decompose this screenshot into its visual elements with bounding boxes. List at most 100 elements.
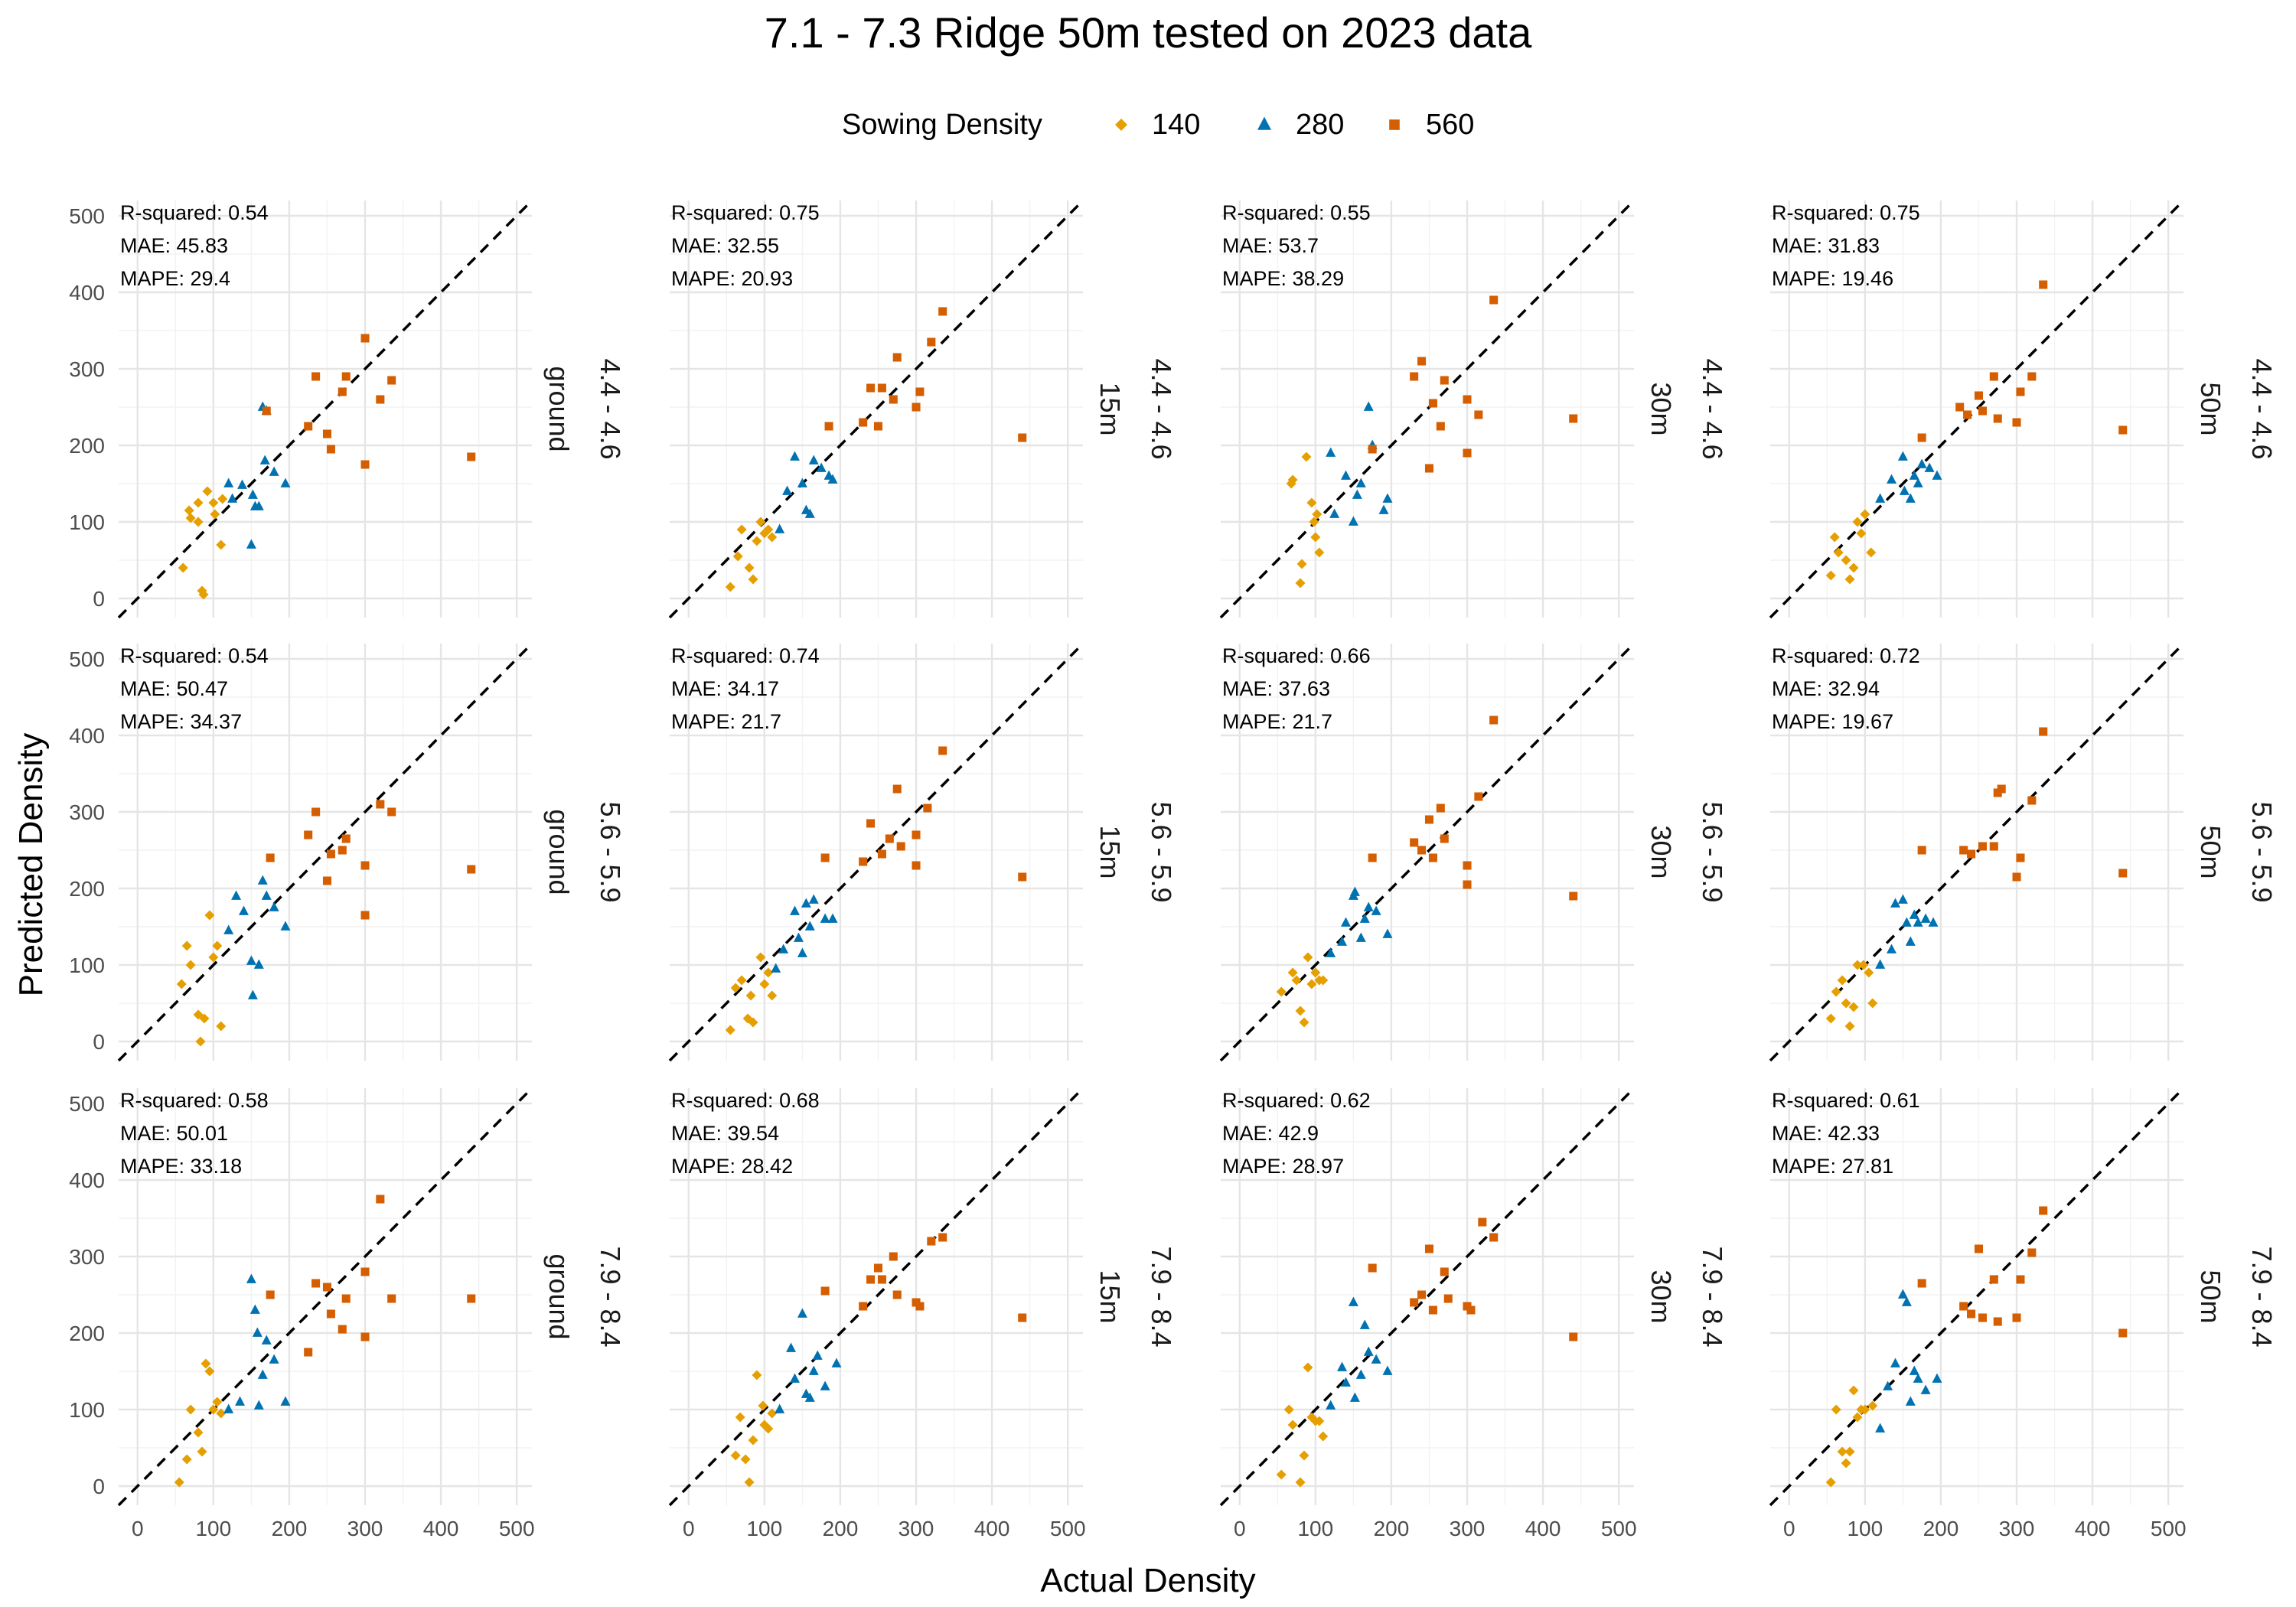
point-140 <box>745 990 756 1001</box>
x-tick-label: 0 <box>1234 1517 1246 1540</box>
point-560 <box>2039 1206 2048 1215</box>
x-tick-label: 400 <box>423 1517 459 1540</box>
x-tick-label: 200 <box>823 1517 859 1540</box>
x-tick-label: 500 <box>1050 1517 1086 1540</box>
point-560 <box>1967 849 1976 859</box>
point-560 <box>1569 892 1578 901</box>
y-tick-label: 0 <box>93 587 105 611</box>
point-280 <box>804 1392 815 1402</box>
point-560 <box>1417 846 1427 855</box>
panel-15m-row1: R-squared: 0.75 MAE: 32.55 MAPE: 20.93 15m 4… <box>668 199 1177 619</box>
x-tick-label: 100 <box>1847 1517 1883 1540</box>
point-560 <box>2027 372 2037 381</box>
facet-strip-stage: 7.9 - 8.4 <box>1146 1246 1177 1347</box>
point-280 <box>775 1403 785 1413</box>
point-280 <box>820 1380 830 1390</box>
point-560 <box>376 1195 385 1204</box>
stat-mae: MAE: 53.7 <box>1222 234 1319 257</box>
point-280 <box>1363 901 1374 911</box>
point-560 <box>938 746 947 755</box>
point-560 <box>2027 1248 2037 1257</box>
point-140 <box>744 1477 755 1488</box>
point-560 <box>1989 842 1998 851</box>
point-280 <box>247 989 258 999</box>
point-560 <box>266 1290 275 1299</box>
point-280 <box>1355 1369 1366 1379</box>
stat-mape: MAPE: 19.67 <box>1772 710 1893 733</box>
facet-strip-stage: 4.4 - 4.6 <box>1146 358 1177 459</box>
point-560 <box>2016 387 2025 396</box>
point-140 <box>767 532 778 543</box>
point-560 <box>338 846 347 855</box>
point-560 <box>1989 372 1998 381</box>
point-560 <box>892 784 902 794</box>
panel-50m-row2: R-squared: 0.72 MAE: 32.94 MAPE: 19.67 50m 5… <box>1769 642 2278 1062</box>
point-140 <box>216 539 227 550</box>
point-560 <box>873 422 883 431</box>
point-560 <box>1463 861 1472 870</box>
y-tick-label: 400 <box>69 281 105 305</box>
point-560 <box>912 861 921 870</box>
point-280 <box>804 921 815 931</box>
point-280 <box>1326 447 1336 457</box>
point-280 <box>1382 928 1393 938</box>
point-140 <box>1299 1017 1309 1028</box>
point-140 <box>736 524 747 535</box>
point-140 <box>195 1036 206 1047</box>
point-140 <box>185 513 196 523</box>
point-560 <box>387 376 396 385</box>
point-140 <box>208 952 219 963</box>
point-280 <box>269 1354 279 1364</box>
stat-r-squared: R-squared: 0.72 <box>1772 644 1920 667</box>
point-140 <box>1831 1404 1841 1415</box>
point-280 <box>247 489 258 499</box>
stat-r-squared: R-squared: 0.75 <box>1772 201 1920 224</box>
point-140 <box>181 1454 192 1465</box>
point-560 <box>915 387 925 396</box>
point-560 <box>859 1302 868 1311</box>
point-280 <box>280 1396 291 1406</box>
point-280 <box>1905 1396 1916 1406</box>
x-tick-label: 300 <box>347 1517 383 1540</box>
point-280 <box>1371 1354 1381 1364</box>
x-tick-label: 400 <box>974 1517 1010 1540</box>
point-280 <box>253 959 264 969</box>
x-tick-label: 0 <box>683 1517 695 1540</box>
point-140 <box>1858 960 1869 970</box>
point-560 <box>467 865 476 874</box>
point-140 <box>1306 979 1317 989</box>
y-tick-label: 0 <box>93 1475 105 1498</box>
panel-grid <box>1770 1088 2183 1505</box>
stat-mae: MAE: 50.01 <box>120 1122 228 1145</box>
point-280 <box>1890 1358 1900 1367</box>
point-140 <box>176 979 187 989</box>
point-140 <box>755 952 766 963</box>
point-560 <box>360 334 370 343</box>
point-140 <box>740 1454 751 1465</box>
point-560 <box>1474 792 1483 801</box>
point-560 <box>1410 1298 1419 1307</box>
point-140 <box>1287 1420 1298 1430</box>
identity-line <box>117 1087 533 1507</box>
x-tick-label: 300 <box>1450 1517 1486 1540</box>
panel-grid <box>670 200 1083 618</box>
point-140 <box>748 1435 758 1446</box>
point-280 <box>1890 898 1900 908</box>
point-560 <box>1466 1305 1476 1315</box>
point-280 <box>1363 401 1374 411</box>
stat-mape: MAPE: 34.37 <box>120 710 242 733</box>
x-tick-label: 300 <box>899 1517 934 1540</box>
point-140 <box>1295 1006 1306 1016</box>
point-280 <box>261 1335 272 1345</box>
point-560 <box>311 1279 321 1288</box>
point-280 <box>280 921 291 931</box>
point-560 <box>1993 1317 2002 1326</box>
panel-30m-row2: R-squared: 0.66 MAE: 37.63 MAPE: 21.7 30m 5.… <box>1219 642 1728 1062</box>
point-280 <box>223 924 234 934</box>
point-560 <box>467 452 476 461</box>
point-140 <box>1856 528 1867 539</box>
stat-r-squared: R-squared: 0.54 <box>120 644 269 667</box>
point-560 <box>889 1252 898 1261</box>
facet-strip-altitude: 15m <box>1094 825 1126 878</box>
point-280 <box>1337 1361 1348 1371</box>
